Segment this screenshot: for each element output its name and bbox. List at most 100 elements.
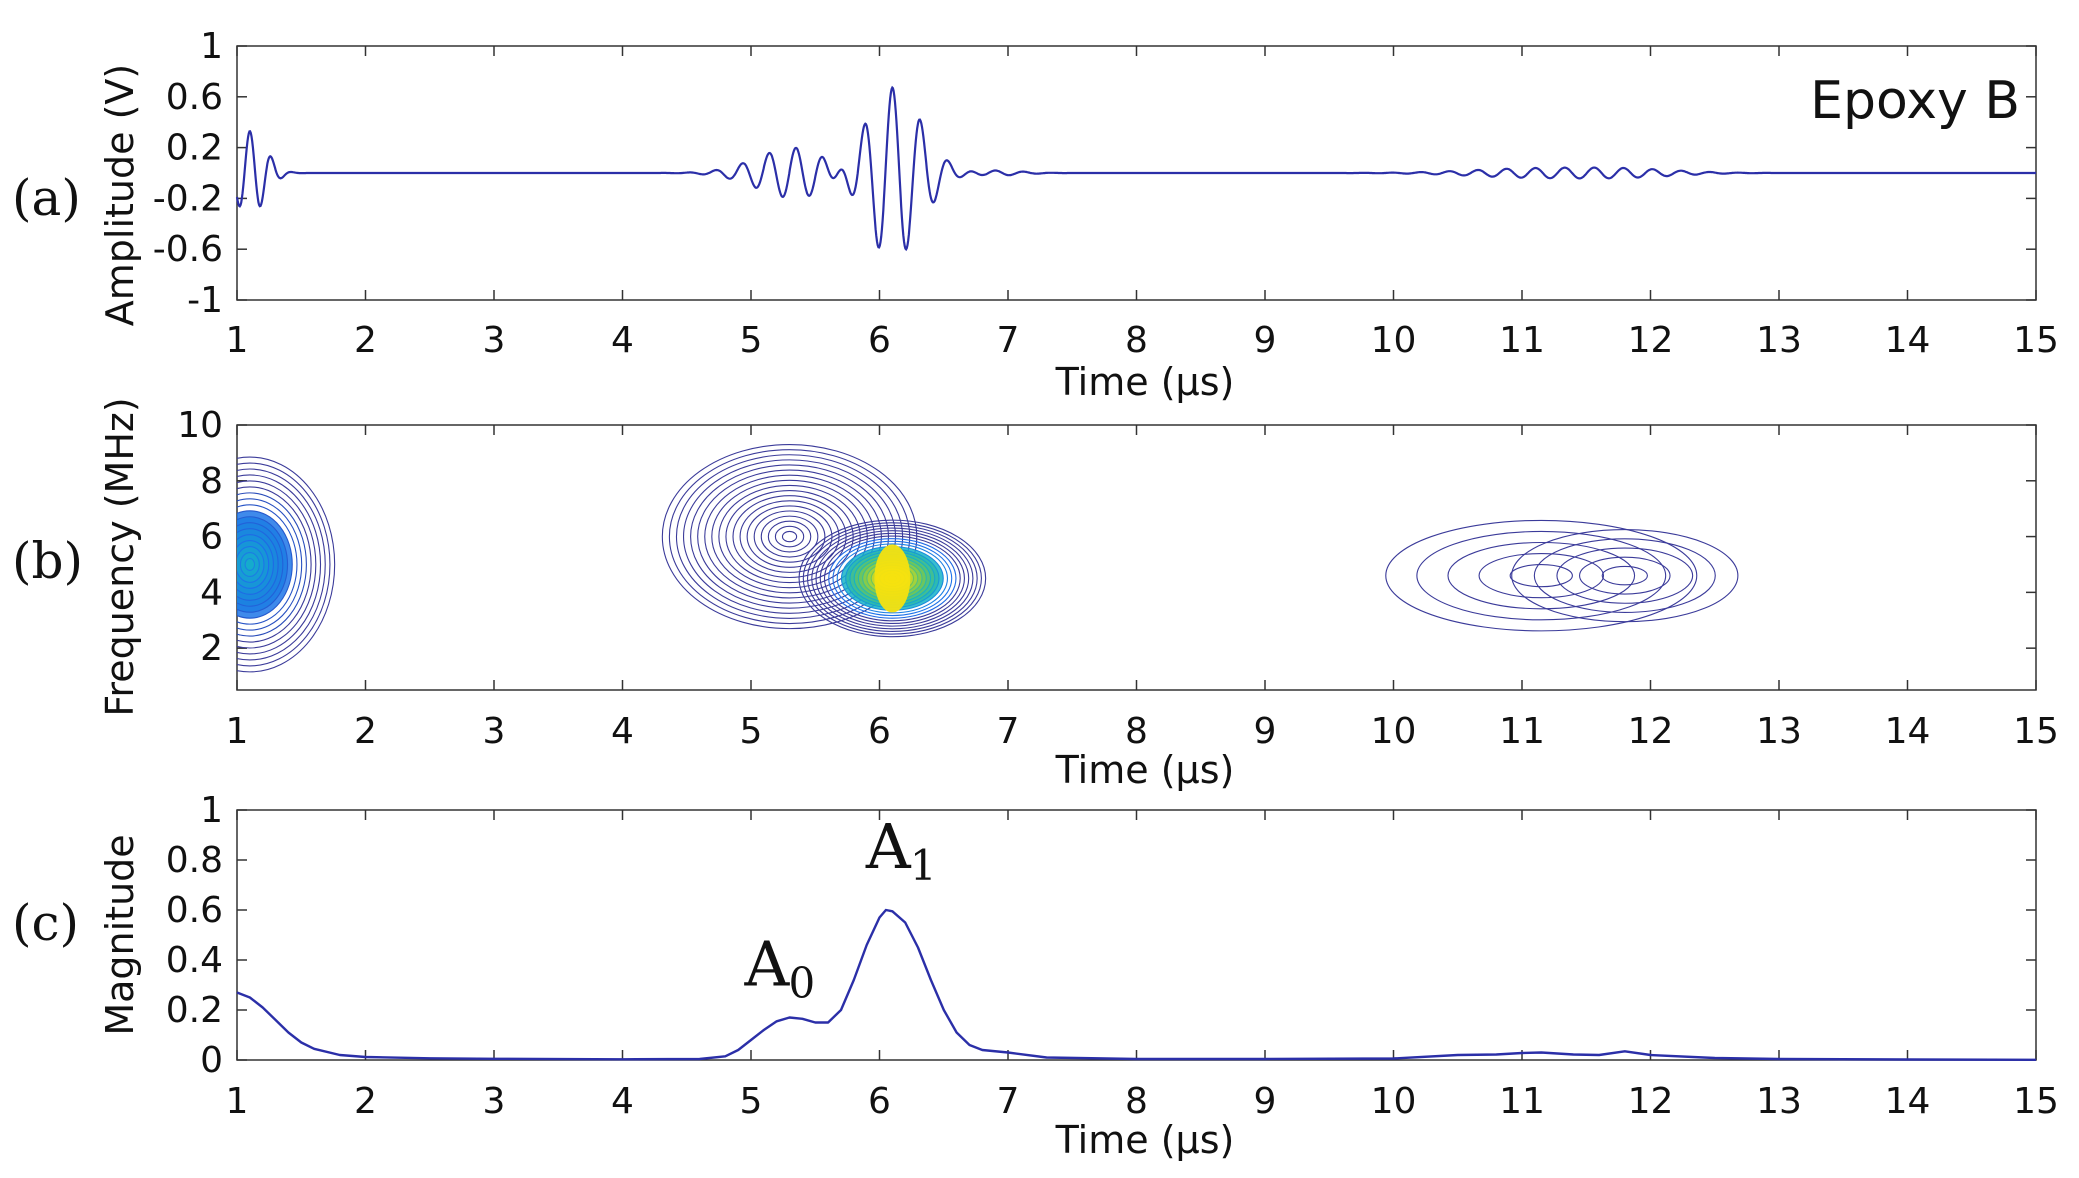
x-tick-label: 13 <box>1756 711 1802 752</box>
contour-level <box>836 543 949 614</box>
contour-level <box>1385 519 1698 632</box>
x-tick-label: 5 <box>740 320 763 361</box>
x-tick-label: 10 <box>1371 711 1417 752</box>
contour-level <box>237 468 326 661</box>
x-tick-label: 5 <box>740 1081 763 1122</box>
peak-label-sub: 0 <box>789 959 816 1008</box>
y-tick-label: 0 <box>200 1040 223 1081</box>
contour-level <box>237 462 331 667</box>
xlabel-a: Time (μs) <box>1055 360 1235 404</box>
y-tick-label: 2 <box>200 628 223 669</box>
y-tick-label: 0.4 <box>166 940 223 981</box>
plot-frame <box>236 424 2037 691</box>
x-tick-label: 8 <box>1125 1081 1148 1122</box>
x-tick-label: 4 <box>611 1081 634 1122</box>
x-tick-label: 8 <box>1125 711 1148 752</box>
contour-level <box>237 504 298 625</box>
y-tick-label: 0.2 <box>166 990 223 1031</box>
contour-level <box>802 522 982 635</box>
contour-level <box>237 480 317 649</box>
contour-level <box>237 486 312 643</box>
y-tick-label: 8 <box>200 461 223 502</box>
contour-level <box>725 490 854 584</box>
panel-label-b: (b) <box>12 532 83 590</box>
contour-level <box>806 524 978 632</box>
contour-level <box>781 530 798 543</box>
y-tick-label: -1 <box>187 280 223 321</box>
contour-level <box>668 449 911 625</box>
contour-layer <box>237 443 1739 673</box>
x-tick-label: 7 <box>997 320 1020 361</box>
y-tick-label: 6 <box>200 517 223 558</box>
x-tick-label: 1 <box>226 320 249 361</box>
contour-level <box>828 538 957 619</box>
x-tick-label: 11 <box>1499 1081 1545 1122</box>
contour-level <box>661 443 918 630</box>
contour-level <box>1447 541 1636 610</box>
x-tick-label: 14 <box>1885 320 1931 361</box>
y-tick-label: 0.6 <box>166 890 223 931</box>
contour-level <box>237 474 322 655</box>
x-tick-label: 10 <box>1371 1081 1417 1122</box>
xlabel-c: Time (μs) <box>1055 1118 1235 1162</box>
x-tick-label: 15 <box>2013 711 2059 752</box>
contour-level <box>815 530 970 627</box>
contour-level <box>811 527 974 630</box>
panel-a: (a) Amplitude (V) 1 2 3 4 5 6 7 8 9 10 11 12 13 14 151… <box>12 26 2059 404</box>
x-tick-label: 3 <box>483 711 506 752</box>
x-tick-label: 7 <box>997 1081 1020 1122</box>
contour-level <box>1533 538 1716 614</box>
x-tick-label: 1 <box>226 711 249 752</box>
x-tick-label: 3 <box>483 1081 506 1122</box>
contour-level <box>798 519 987 638</box>
x-tick-label: 6 <box>868 711 891 752</box>
contour-level <box>823 535 961 622</box>
contour-level <box>704 474 875 599</box>
peak-label-a0: A <box>744 928 791 1001</box>
panel-c: (c) Magnitude 1 2 3 4 5 6 7 8 9 10 11 12 13 14 1510.80… <box>12 790 2059 1162</box>
panel-b: (b) Frequency (MHz) 1 2 3 4 5 6 7 8 9 10 11 12 13 14 1… <box>12 397 2059 792</box>
contour-level <box>718 484 861 589</box>
ylabel-b: Frequency (MHz) <box>98 397 142 716</box>
contour-level <box>1416 530 1667 621</box>
x-tick-label: 4 <box>611 320 634 361</box>
contour-level <box>1509 564 1573 588</box>
xlabel-b: Time (μs) <box>1055 748 1235 792</box>
x-tick-label: 1 <box>226 1081 249 1122</box>
x-tick-label: 11 <box>1499 711 1545 752</box>
contour-level <box>753 510 826 563</box>
annotation-epoxy-b: Epoxy B <box>1810 71 2020 131</box>
x-tick-label: 2 <box>354 1081 377 1122</box>
panel-label-a: (a) <box>12 169 81 227</box>
y-tick-label: 1 <box>200 790 223 831</box>
contour-level <box>832 540 953 617</box>
x-tick-label: 9 <box>1254 711 1277 752</box>
contour-level <box>767 520 812 553</box>
x-tick-label: 12 <box>1628 711 1674 752</box>
contour-level <box>237 492 307 637</box>
ylabel-a: Amplitude (V) <box>98 64 142 326</box>
x-tick-label: 13 <box>1756 1081 1802 1122</box>
y-tick-label: 0.8 <box>166 840 223 881</box>
y-tick-label: -0.2 <box>153 178 223 219</box>
contour-level <box>1556 547 1694 604</box>
x-tick-label: 8 <box>1125 320 1148 361</box>
y-tick-label: 0.2 <box>166 128 223 169</box>
x-tick-label: 9 <box>1254 1081 1277 1122</box>
contour-level <box>760 515 819 558</box>
x-tick-label: 5 <box>740 711 763 752</box>
signal-series-line <box>235 85 2036 252</box>
contour-level <box>1601 565 1648 586</box>
x-tick-label: 6 <box>868 1081 891 1122</box>
contour-level <box>1579 556 1671 595</box>
contour-peak <box>874 544 911 613</box>
x-tick-label: 7 <box>997 711 1020 752</box>
x-tick-label: 9 <box>1254 320 1277 361</box>
x-tick-label: 15 <box>2013 320 2059 361</box>
peak-label-sub: 1 <box>910 841 937 890</box>
y-tick-label: -0.6 <box>153 229 223 270</box>
x-tick-label: 6 <box>868 320 891 361</box>
